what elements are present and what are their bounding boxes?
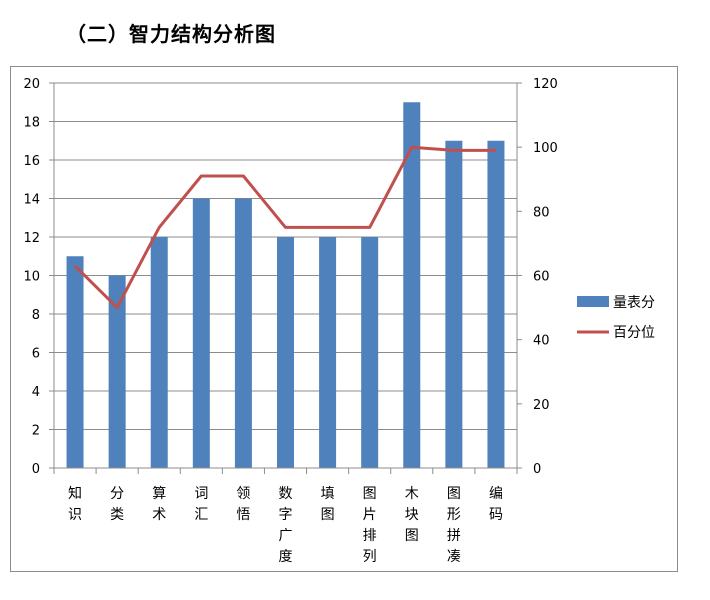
left-tick-label: 2	[32, 424, 40, 439]
category-label: 数字广度	[279, 486, 293, 565]
left-tick-label: 0	[32, 462, 40, 477]
left-tick-label: 18	[23, 116, 40, 131]
category-label: 分类	[110, 486, 124, 523]
left-tick-label: 20	[23, 77, 40, 92]
category-label: 图形拼凑	[447, 486, 461, 565]
category-label: 领悟	[236, 486, 250, 523]
category-label: 填图	[321, 486, 335, 523]
bar	[108, 275, 126, 468]
bar	[150, 237, 168, 468]
left-tick-label: 14	[23, 193, 40, 208]
right-tick-label: 120	[533, 77, 558, 92]
bar	[445, 140, 463, 468]
legend-bar-label: 量表分	[613, 295, 655, 311]
bar	[361, 237, 379, 468]
category-label: 图片排列	[363, 486, 377, 565]
chart-frame	[10, 66, 678, 572]
left-tick-label: 10	[23, 270, 40, 285]
left-tick-label: 8	[32, 308, 40, 323]
right-tick-label: 20	[533, 398, 550, 413]
bar	[403, 102, 421, 468]
line-series	[73, 145, 496, 310]
bar	[487, 140, 505, 468]
bar	[319, 237, 337, 468]
category-label: 知识	[68, 485, 82, 523]
legend-line-label: 百分位	[613, 325, 655, 341]
category-label: 算术	[152, 486, 166, 523]
right-tick-label: 60	[533, 270, 550, 285]
left-tick-label: 12	[23, 231, 40, 246]
left-tick-label: 16	[23, 154, 40, 169]
page-title: （二）智力结构分析图	[66, 22, 276, 46]
left-tick-label: 6	[32, 347, 40, 362]
bar	[234, 198, 252, 468]
bar	[277, 237, 294, 468]
category-label: 编码	[489, 486, 503, 523]
right-tick-label: 80	[533, 205, 550, 220]
right-tick-label: 0	[533, 462, 541, 477]
left-tick-label: 4	[32, 385, 40, 400]
legend-bar-swatch	[577, 296, 609, 307]
right-tick-label: 40	[533, 334, 550, 349]
bar	[192, 198, 210, 468]
category-label: 木块图	[405, 486, 419, 544]
right-tick-label: 100	[533, 141, 558, 156]
category-label: 词汇	[194, 486, 208, 523]
bar	[66, 256, 84, 468]
